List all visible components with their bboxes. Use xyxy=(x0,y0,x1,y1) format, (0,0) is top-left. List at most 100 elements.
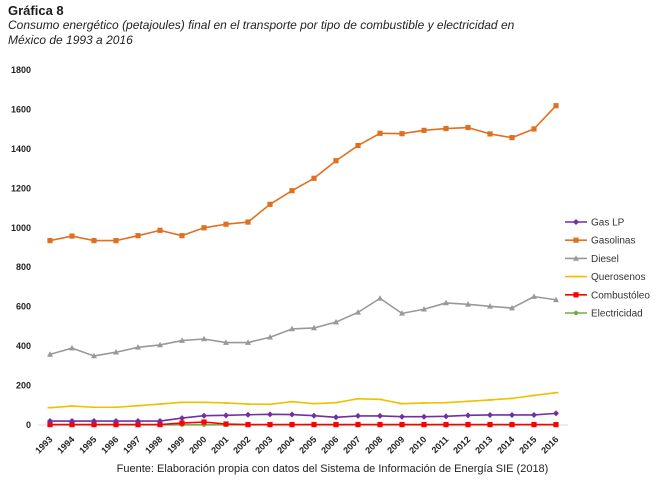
data-point-combustoleo xyxy=(531,422,537,428)
data-point-gasolinas xyxy=(443,125,449,132)
data-point-gasolinas xyxy=(487,131,493,137)
data-point-gas-lp xyxy=(509,411,515,418)
x-tick-label: 2007 xyxy=(341,434,362,455)
data-point-combustoleo xyxy=(399,422,405,428)
plot-area xyxy=(47,103,559,428)
x-tick-label: 2006 xyxy=(319,434,340,455)
y-tick-label: 200 xyxy=(16,381,31,391)
x-tick-label: 2014 xyxy=(495,434,516,455)
y-tick-label: 400 xyxy=(16,341,31,351)
data-point-combustoleo xyxy=(377,422,383,428)
series-diesel xyxy=(47,293,559,359)
legend-item-gasolinas: Gasolinas xyxy=(565,236,635,247)
data-point-gasolinas xyxy=(135,233,141,239)
data-point-gas-lp xyxy=(399,413,405,420)
data-point-gas-lp xyxy=(465,412,471,419)
x-tick-label: 2005 xyxy=(297,434,318,455)
data-point-gas-lp xyxy=(47,418,53,425)
figure-label: Gráfica 8 xyxy=(8,3,64,18)
data-point-combustoleo xyxy=(443,422,449,428)
y-tick-label: 600 xyxy=(16,302,31,312)
data-point-diesel xyxy=(311,324,317,331)
data-point-combustoleo xyxy=(179,420,185,426)
data-point-diesel xyxy=(223,339,229,345)
figure-subtitle-line1: Consumo energético (petajoules) final en… xyxy=(8,18,515,32)
data-point-gas-lp xyxy=(91,418,97,425)
data-point-diesel xyxy=(135,344,141,350)
x-tick-label: 2015 xyxy=(517,434,538,455)
data-point-gas-lp xyxy=(69,418,75,425)
data-point-combustoleo xyxy=(91,422,97,428)
legend-item-querosenos: Querosenos xyxy=(565,272,645,283)
legend-label: Gas LP xyxy=(591,218,625,229)
series-querosenos xyxy=(47,391,559,409)
data-point-gas-lp xyxy=(487,411,493,418)
legend-label: Querosenos xyxy=(591,272,645,283)
data-point-diesel xyxy=(69,344,75,351)
legend-item-diesel: Diesel xyxy=(565,254,619,265)
data-point-gas-lp xyxy=(113,418,119,425)
y-tick-label: 1200 xyxy=(11,183,31,193)
data-point-gasolinas xyxy=(465,124,471,131)
data-point-combustoleo xyxy=(509,422,515,428)
data-point-combustoleo xyxy=(553,422,559,428)
series-line-diesel xyxy=(49,295,557,357)
data-point-diesel xyxy=(289,325,295,332)
data-point-combustoleo xyxy=(487,422,493,428)
series-line-combustoleo xyxy=(50,421,556,426)
x-tick-label: 1995 xyxy=(77,434,98,455)
y-tick-label: 1600 xyxy=(11,104,31,114)
data-point-combustoleo xyxy=(355,422,361,428)
x-tick-label: 2001 xyxy=(209,434,230,455)
data-point-gas-lp xyxy=(179,415,185,422)
data-point-diesel xyxy=(377,295,383,301)
legend-item-electricidad: Electricidad xyxy=(565,309,643,320)
series-line-gas-lp xyxy=(50,412,557,422)
data-point-gasolinas xyxy=(201,225,207,231)
series-combustoleo xyxy=(47,419,559,428)
data-point-diesel xyxy=(333,318,339,325)
x-tick-label: 1994 xyxy=(55,434,76,455)
y-axis: 0 200 400 600 800 1000 1200 1400 1600 1800 xyxy=(11,65,31,430)
legend-marker xyxy=(573,219,579,225)
series-gasolinas xyxy=(47,103,559,244)
data-point-gasolinas xyxy=(531,126,537,132)
x-tick-label: 1993 xyxy=(33,434,54,455)
legend-label: Combustóleo xyxy=(591,290,650,301)
data-point-diesel xyxy=(157,341,163,348)
x-tick-label: 2002 xyxy=(231,434,252,455)
source-note: Fuente: Elaboración propia con datos del… xyxy=(116,463,549,475)
legend-label: Electricidad xyxy=(591,309,643,320)
x-tick-label: 2000 xyxy=(187,434,208,455)
data-point-gas-lp xyxy=(311,412,317,419)
y-tick-label: 1800 xyxy=(11,65,31,75)
data-point-diesel xyxy=(179,337,185,343)
data-point-gas-lp xyxy=(267,411,273,418)
legend-item-combustoleo: Combustóleo xyxy=(565,290,650,301)
data-point-diesel xyxy=(531,293,537,299)
figure-subtitle-line2: México de 1993 a 2016 xyxy=(8,33,133,47)
y-tick-label: 0 xyxy=(26,420,31,430)
data-point-diesel xyxy=(355,309,361,315)
data-point-diesel xyxy=(113,349,119,355)
x-tick-label: 2012 xyxy=(451,434,472,455)
data-point-gasolinas xyxy=(47,237,53,244)
x-tick-label: 2009 xyxy=(385,434,406,455)
data-point-diesel xyxy=(509,304,515,311)
x-tick-label: 2008 xyxy=(363,434,384,455)
data-point-combustoleo xyxy=(157,422,163,428)
data-point-gas-lp xyxy=(333,414,339,421)
data-point-diesel xyxy=(421,306,427,312)
data-point-gas-lp xyxy=(531,411,537,418)
x-tick-label: 2003 xyxy=(253,434,274,455)
data-point-gasolinas xyxy=(553,103,559,109)
data-point-combustoleo xyxy=(267,422,273,428)
data-point-gasolinas xyxy=(113,237,119,244)
data-point-diesel xyxy=(553,296,559,303)
x-tick-label: 2016 xyxy=(539,434,560,455)
data-point-gasolinas xyxy=(69,233,75,239)
x-tick-label: 1999 xyxy=(165,434,186,455)
data-point-combustoleo xyxy=(201,419,207,425)
legend-label: Diesel xyxy=(591,254,619,265)
